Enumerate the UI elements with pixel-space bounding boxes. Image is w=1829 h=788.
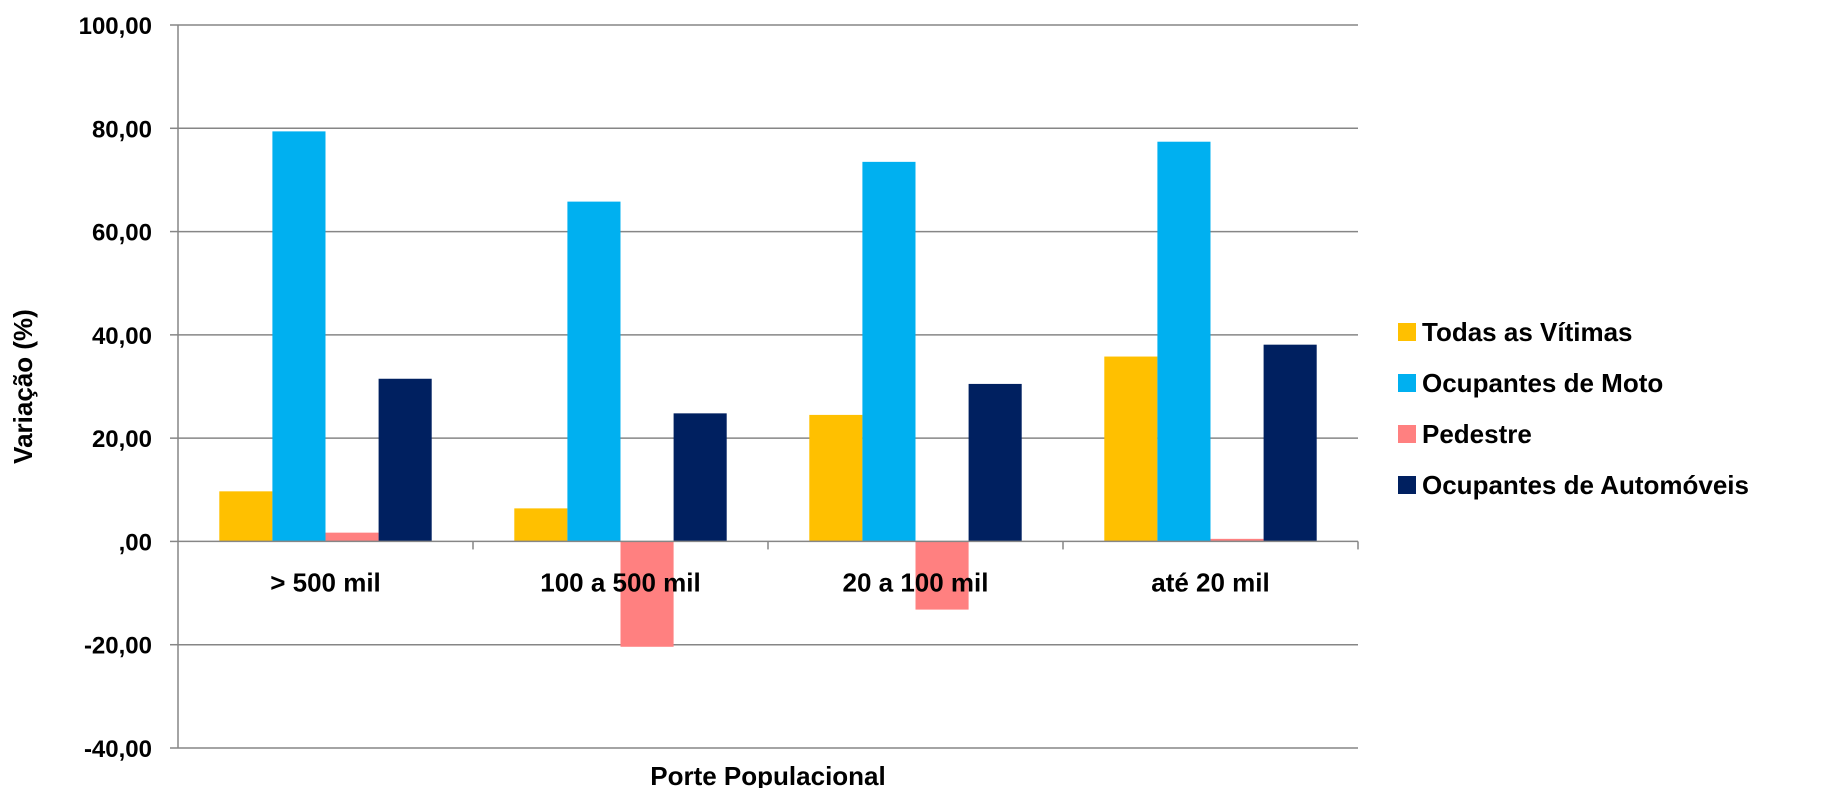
y-axis-title: Variação (%)	[8, 309, 38, 464]
legend: Todas as Vítimas Ocupantes de Moto Pedestr…	[1398, 317, 1749, 500]
bar	[272, 131, 326, 542]
y-tick-label: -20,00	[84, 633, 152, 660]
axes	[177, 25, 1358, 748]
legend-label: Pedestre	[1422, 419, 1532, 449]
bar	[968, 383, 1022, 542]
bar	[567, 201, 621, 542]
legend-label: Ocupantes de Automóveis	[1422, 470, 1749, 500]
x-tick-labels: > 500 mil 100 a 500 mil 20 a 100 mil até 20…	[270, 567, 1270, 597]
x-tick-label: até 20 mil	[1151, 567, 1270, 597]
gridlines	[170, 24, 1359, 749]
y-tick-labels: 100,00 80,00 60,00 40,00 20,00 ,00 -20,00 -40,0…	[79, 13, 152, 763]
legend-label: Todas as Vítimas	[1422, 317, 1633, 347]
bar	[1157, 141, 1211, 542]
y-tick-label: 60,00	[92, 220, 152, 247]
y-tick-label: 80,00	[92, 116, 152, 143]
bar	[620, 541, 674, 647]
x-tick-label: 100 a 500 mil	[540, 567, 700, 597]
bar	[1263, 344, 1317, 542]
bar	[1104, 356, 1158, 542]
bar	[219, 491, 273, 542]
bar	[915, 541, 969, 610]
legend-swatch	[1398, 476, 1416, 494]
y-tick-label: -40,00	[84, 736, 152, 763]
y-tick-label: 40,00	[92, 323, 152, 350]
bar	[673, 413, 727, 542]
legend-label: Ocupantes de Moto	[1422, 368, 1663, 398]
y-tick-label: 100,00	[79, 13, 152, 40]
y-tick-label: 20,00	[92, 426, 152, 453]
bar	[862, 161, 916, 542]
bar	[325, 532, 379, 542]
bar	[1210, 538, 1264, 542]
bar	[809, 414, 863, 542]
legend-swatch	[1398, 425, 1416, 443]
bar	[378, 378, 432, 542]
y-tick-label: ,00	[119, 529, 152, 556]
x-tick-label: 20 a 100 mil	[843, 567, 989, 597]
legend-swatch	[1398, 323, 1416, 341]
x-axis-title: Porte Populacional	[650, 761, 886, 788]
bar	[514, 508, 568, 542]
x-tick-label: > 500 mil	[270, 567, 381, 597]
legend-swatch	[1398, 374, 1416, 392]
bars	[219, 131, 1317, 647]
